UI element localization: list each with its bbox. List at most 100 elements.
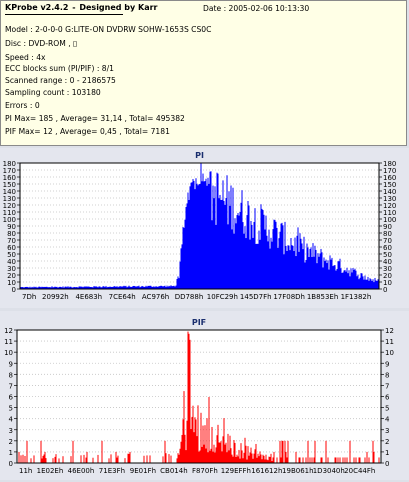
pi-bar bbox=[337, 261, 339, 289]
pi-bar bbox=[264, 229, 266, 289]
y-tick-label: 0 bbox=[12, 286, 16, 294]
pif-bar bbox=[233, 440, 235, 463]
pif-bar bbox=[54, 456, 56, 463]
pi-bar bbox=[167, 286, 169, 289]
info-model: Model : 2-0-0-0 G:LITE-ON DVDRW SOHW-165… bbox=[5, 25, 212, 34]
y-tick-label: 160 bbox=[3, 174, 16, 182]
pif-bar bbox=[262, 454, 264, 463]
pi-bar bbox=[178, 278, 180, 289]
pi-bar bbox=[106, 287, 108, 289]
y-tick-label-right: 6 bbox=[385, 394, 390, 402]
x-tick-label: 17F08Dh bbox=[273, 293, 305, 301]
pi-bar bbox=[189, 186, 191, 289]
pi-bar bbox=[27, 287, 29, 289]
y-tick-label: 12 bbox=[4, 327, 13, 335]
pi-bar bbox=[90, 286, 92, 289]
pi-bar bbox=[274, 220, 276, 289]
y-tick-label-right: 1 bbox=[385, 449, 389, 457]
y-tick-label-right: 140 bbox=[383, 188, 396, 196]
pif-bar bbox=[366, 451, 368, 463]
pif-bar bbox=[41, 458, 43, 463]
pi-bar bbox=[270, 237, 272, 289]
pi-bar bbox=[233, 233, 235, 289]
x-tick-label: 1E02Eh bbox=[37, 467, 64, 475]
y-tick-label: 5 bbox=[9, 405, 13, 413]
pif-bar bbox=[225, 442, 227, 463]
pi-bar bbox=[365, 279, 367, 289]
pif-bar bbox=[229, 435, 231, 463]
pi-bar bbox=[194, 189, 196, 289]
pi-bar bbox=[70, 286, 72, 289]
pi-bar bbox=[309, 249, 311, 289]
pi-bar bbox=[302, 249, 304, 289]
pi-bar bbox=[82, 287, 84, 289]
pif-bar bbox=[42, 455, 44, 463]
pif-bar bbox=[178, 454, 180, 463]
pi-bar bbox=[126, 287, 128, 289]
y-tick-label-right: 9 bbox=[385, 360, 389, 368]
pif-bar bbox=[198, 451, 200, 463]
x-tick-label: 1B853Eh bbox=[307, 293, 338, 301]
x-tick-label: 4E683h bbox=[75, 293, 102, 301]
pif-bar bbox=[191, 416, 193, 463]
pif-bar bbox=[214, 452, 216, 463]
pif-bar bbox=[188, 333, 190, 463]
pif-bar bbox=[124, 458, 126, 463]
pif-bar bbox=[101, 440, 103, 463]
pif-bar bbox=[339, 457, 341, 463]
pi-bar bbox=[341, 272, 343, 289]
pi-bar bbox=[226, 175, 228, 289]
pi-bar bbox=[49, 287, 51, 289]
pi-bar bbox=[336, 268, 338, 289]
pi-bar bbox=[196, 183, 198, 289]
pi-bar bbox=[159, 286, 161, 289]
pif-bar bbox=[127, 453, 129, 463]
y-tick-label: 7 bbox=[9, 382, 13, 390]
pif-bar bbox=[268, 456, 270, 463]
pif-bar bbox=[346, 457, 348, 463]
pi-bar bbox=[252, 237, 254, 289]
y-tick-label: 110 bbox=[3, 209, 16, 217]
pi-bar bbox=[150, 285, 152, 289]
pi-bar bbox=[154, 287, 156, 289]
pi-bar bbox=[61, 287, 63, 289]
pif-bar bbox=[185, 450, 187, 463]
pi-bar bbox=[351, 272, 353, 289]
pi-bar bbox=[54, 286, 56, 289]
pi-bar bbox=[66, 287, 68, 289]
pi-bar bbox=[276, 227, 278, 289]
pi-bar bbox=[201, 181, 203, 289]
pif-bar bbox=[204, 425, 206, 463]
pi-bar bbox=[271, 241, 273, 289]
pif-bar bbox=[254, 449, 256, 463]
y-tick-label: 170 bbox=[3, 167, 16, 175]
pi-bar bbox=[127, 286, 129, 289]
pi-bar bbox=[142, 286, 144, 289]
pi-bar bbox=[240, 202, 242, 289]
pif-bar bbox=[207, 452, 209, 463]
pi-bar bbox=[147, 285, 149, 289]
pi-bar bbox=[78, 286, 80, 289]
pi-bar bbox=[213, 198, 215, 289]
pif-bar bbox=[252, 458, 254, 463]
pif-bar bbox=[241, 450, 243, 463]
pi-bar bbox=[371, 280, 373, 289]
pif-bar bbox=[165, 453, 167, 463]
pif-bar bbox=[298, 457, 300, 463]
pi-bar bbox=[205, 178, 207, 289]
pif-bar bbox=[269, 456, 271, 463]
y-tick-label-right: 20 bbox=[383, 272, 392, 280]
pi-bar bbox=[313, 256, 315, 289]
y-tick-label: 10 bbox=[7, 279, 16, 287]
pi-bar bbox=[323, 257, 325, 289]
pif-bar bbox=[334, 457, 336, 463]
pi-chart-panel: PI 0 0 10 10 20 20 30 30 40 40 50 50 60 60 70 70 80 80 90 90… bbox=[0, 148, 409, 308]
pi-bar bbox=[166, 285, 168, 289]
pi-bar bbox=[296, 235, 298, 289]
pi-bar bbox=[304, 262, 306, 289]
pi-bar bbox=[123, 285, 125, 289]
pif-bar bbox=[70, 456, 72, 463]
pi-bar bbox=[63, 287, 65, 289]
y-tick-label: 60 bbox=[7, 244, 16, 252]
pi-bar bbox=[114, 286, 116, 289]
